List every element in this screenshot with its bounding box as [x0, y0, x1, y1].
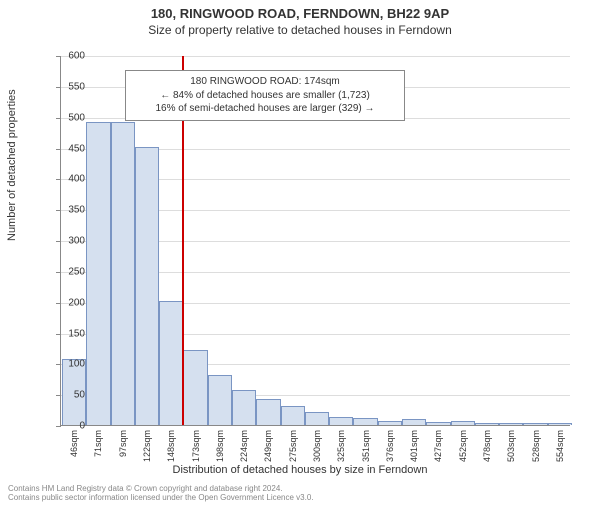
bar — [329, 417, 353, 425]
xtick-label: 71sqm — [93, 430, 103, 470]
ytick-label: 250 — [45, 266, 85, 277]
ytick-label: 100 — [45, 359, 85, 370]
xtick-label: 198sqm — [215, 430, 225, 470]
xtick-label: 122sqm — [142, 430, 152, 470]
footer-line-2: Contains public sector information licen… — [8, 493, 314, 503]
xtick-label: 503sqm — [506, 430, 516, 470]
bar — [353, 418, 377, 425]
ytick-label: 450 — [45, 143, 85, 154]
xtick-label: 528sqm — [531, 430, 541, 470]
bar — [426, 422, 450, 425]
xtick-label: 46sqm — [69, 430, 79, 470]
bar — [183, 350, 207, 425]
ytick-label: 550 — [45, 81, 85, 92]
xtick-label: 427sqm — [433, 430, 443, 470]
xtick-label: 97sqm — [118, 430, 128, 470]
xtick-label: 351sqm — [361, 430, 371, 470]
xtick-label: 173sqm — [191, 430, 201, 470]
ytick-label: 400 — [45, 174, 85, 185]
ytick-label: 150 — [45, 328, 85, 339]
xtick-label: 554sqm — [555, 430, 565, 470]
xtick-label: 401sqm — [409, 430, 419, 470]
xtick-label: 224sqm — [239, 430, 249, 470]
xtick-label: 376sqm — [385, 430, 395, 470]
bar — [402, 419, 426, 425]
info-line-3: 16% of semi-detached houses are larger (… — [134, 102, 396, 116]
xtick-label: 478sqm — [482, 430, 492, 470]
bar — [305, 412, 329, 425]
bar — [232, 390, 256, 425]
xtick-label: 249sqm — [263, 430, 273, 470]
xtick-label: 148sqm — [166, 430, 176, 470]
bar — [281, 406, 305, 426]
ytick-label: 500 — [45, 112, 85, 123]
ytick-label: 0 — [45, 421, 85, 432]
bar — [475, 423, 499, 425]
bar — [135, 147, 159, 426]
info-line-1: 180 RINGWOOD ROAD: 174sqm — [134, 75, 396, 89]
bar — [86, 122, 110, 425]
bar — [111, 122, 135, 425]
info-line-2: ← 84% of detached houses are smaller (1,… — [134, 89, 396, 103]
bar — [523, 423, 547, 425]
xtick-label: 275sqm — [288, 430, 298, 470]
bar — [159, 301, 183, 425]
bar — [378, 421, 402, 425]
page-subtitle: Size of property relative to detached ho… — [0, 23, 600, 37]
y-axis-label: Number of detached properties — [6, 89, 18, 241]
ytick-label: 350 — [45, 205, 85, 216]
xtick-label: 325sqm — [336, 430, 346, 470]
grid-line — [61, 56, 570, 57]
page-title: 180, RINGWOOD ROAD, FERNDOWN, BH22 9AP — [0, 6, 600, 21]
ytick-label: 50 — [45, 390, 85, 401]
bar — [256, 399, 280, 425]
info-box: 180 RINGWOOD ROAD: 174sqm ← 84% of detac… — [125, 70, 405, 121]
bar — [208, 375, 232, 425]
footer-line-1: Contains HM Land Registry data © Crown c… — [8, 484, 314, 494]
bar — [548, 423, 572, 425]
bar — [451, 421, 475, 425]
ytick-label: 600 — [45, 51, 85, 62]
bar — [499, 423, 523, 425]
footer-text: Contains HM Land Registry data © Crown c… — [8, 484, 314, 503]
ytick-label: 300 — [45, 236, 85, 247]
xtick-label: 452sqm — [458, 430, 468, 470]
xtick-label: 300sqm — [312, 430, 322, 470]
ytick-label: 200 — [45, 297, 85, 308]
